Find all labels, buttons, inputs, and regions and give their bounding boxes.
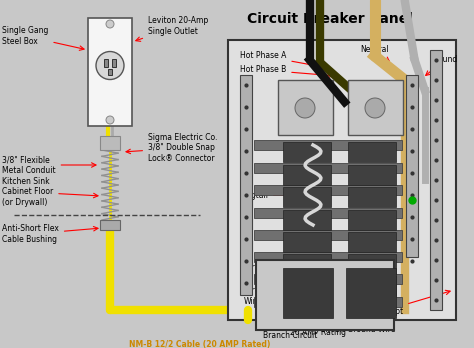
Text: Neutral: Neutral bbox=[360, 46, 390, 62]
Bar bbox=[254, 140, 402, 150]
Bar bbox=[108, 69, 112, 74]
Bar bbox=[283, 187, 331, 207]
Bar bbox=[278, 80, 333, 135]
Text: Ground: Ground bbox=[426, 55, 458, 76]
Bar bbox=[283, 210, 331, 230]
Bar bbox=[283, 268, 333, 318]
Text: Ground Bus Bar: Ground Bus Bar bbox=[410, 145, 414, 195]
Text: NM-B 12/2 Cable (20 AMP Rated): NM-B 12/2 Cable (20 AMP Rated) bbox=[129, 340, 271, 348]
Bar bbox=[228, 40, 456, 320]
Bar bbox=[346, 268, 396, 318]
Text: Circuit Ground Wire: Circuit Ground Wire bbox=[320, 319, 395, 334]
Text: Anti-Short Flex
Cable Bushing: Anti-Short Flex Cable Bushing bbox=[2, 224, 98, 244]
Bar bbox=[254, 252, 402, 262]
Text: Single Gang
Steel Box: Single Gang Steel Box bbox=[2, 26, 84, 50]
Text: Neutral Bus Bar: Neutral Bus Bar bbox=[244, 145, 248, 195]
Bar bbox=[283, 276, 331, 296]
Bar bbox=[254, 230, 402, 240]
Text: Pigtail: Pigtail bbox=[244, 190, 309, 199]
Bar bbox=[100, 220, 120, 230]
Bar bbox=[406, 75, 418, 257]
Bar bbox=[348, 165, 396, 185]
Bar bbox=[88, 18, 132, 126]
Bar bbox=[283, 165, 331, 185]
Bar bbox=[348, 80, 403, 135]
Bar bbox=[283, 232, 331, 252]
Circle shape bbox=[106, 116, 114, 124]
Bar bbox=[254, 297, 402, 307]
Bar bbox=[348, 276, 396, 296]
Bar bbox=[348, 232, 396, 252]
Bar bbox=[283, 254, 331, 274]
Text: Hot Phase A: Hot Phase A bbox=[240, 52, 325, 69]
Text: Kitchen Sink
Cabinet Floor
(or Drywall): Kitchen Sink Cabinet Floor (or Drywall) bbox=[2, 177, 98, 207]
Text: Hot Phase B: Hot Phase B bbox=[240, 65, 333, 78]
Circle shape bbox=[106, 20, 114, 28]
Bar bbox=[256, 260, 394, 330]
Bar bbox=[112, 58, 116, 66]
Bar bbox=[348, 210, 396, 230]
Text: Leviton 20-Amp
Single Outlet: Leviton 20-Amp Single Outlet bbox=[136, 16, 208, 41]
Bar bbox=[348, 142, 396, 162]
Text: 3/8" Flexible
Metal Conduit: 3/8" Flexible Metal Conduit bbox=[2, 155, 96, 175]
Text: Circuit Breaker Panel: Circuit Breaker Panel bbox=[247, 12, 413, 26]
Text: Ground Fault Circuit Interrupt
(GFCI) Circuit Breaker
20 AMP Rating: Ground Fault Circuit Interrupt (GFCI) Ci… bbox=[290, 290, 450, 337]
Bar bbox=[100, 136, 120, 150]
Bar bbox=[254, 208, 402, 218]
Text: Branch Circuit: Branch Circuit bbox=[263, 331, 317, 340]
Bar bbox=[240, 75, 252, 295]
Circle shape bbox=[96, 52, 124, 80]
Bar bbox=[283, 142, 331, 162]
Bar bbox=[348, 187, 396, 207]
Text: Circuit Neutral
Wire: Circuit Neutral Wire bbox=[244, 286, 307, 306]
Bar bbox=[254, 185, 402, 195]
Bar bbox=[104, 58, 108, 66]
Bar bbox=[430, 50, 442, 310]
Circle shape bbox=[295, 98, 315, 118]
Circle shape bbox=[365, 98, 385, 118]
Bar bbox=[254, 274, 402, 284]
Text: Sigma Electric Co.
3/8" Double Snap
Lock® Connector: Sigma Electric Co. 3/8" Double Snap Lock… bbox=[126, 133, 218, 163]
Text: Circuit Hot Wire: Circuit Hot Wire bbox=[244, 263, 308, 274]
Bar bbox=[348, 254, 396, 274]
Bar bbox=[254, 163, 402, 173]
Text: Neutral
Bus Bar: Neutral Bus Bar bbox=[430, 168, 441, 192]
